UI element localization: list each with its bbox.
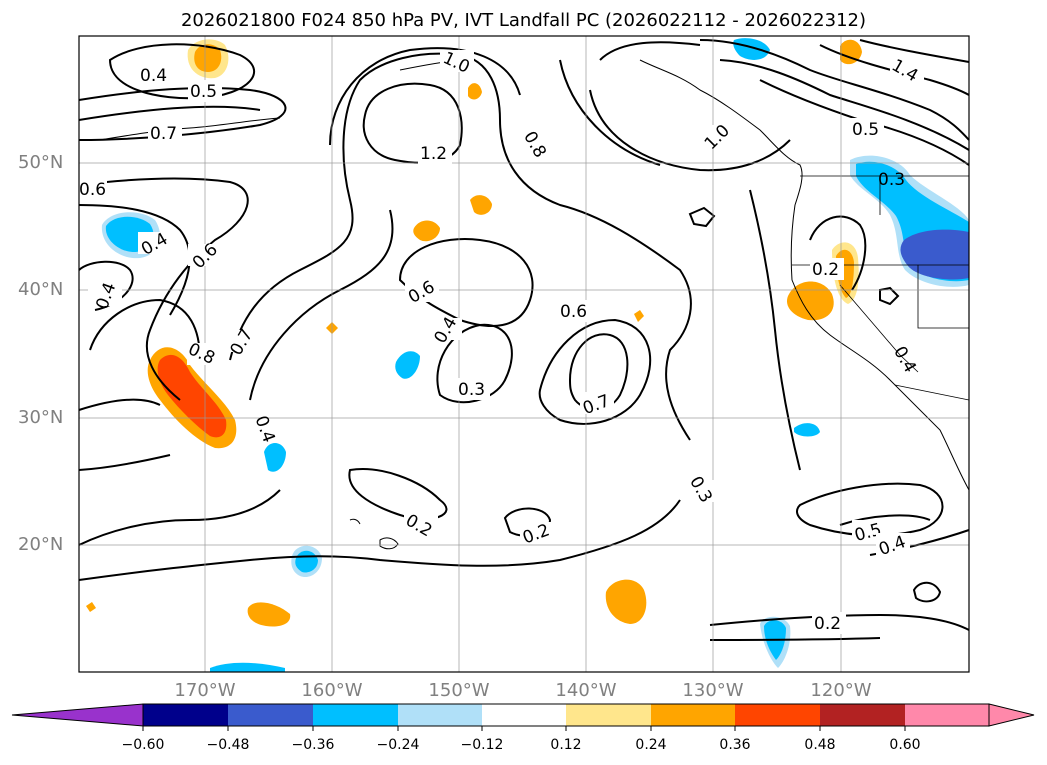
contour-label: 0.4 (140, 66, 167, 86)
contour-label: 0.3 (458, 380, 485, 400)
colorbar-tick: 0.48 (804, 737, 836, 753)
contour-label: 0.2 (812, 260, 839, 280)
colorbar (11, 703, 1035, 731)
contour-label: 1.2 (420, 144, 447, 164)
colorbar-tick: 0.24 (635, 737, 667, 753)
lon-label-160w: 160°W (301, 680, 363, 701)
contour-label: 0.5 (190, 82, 217, 102)
colorbar-extend-max (988, 703, 1035, 727)
colorbar-tick: −0.60 (121, 737, 165, 753)
colorbar-tick: −0.12 (460, 737, 504, 753)
map-title: 2026021800 F024 850 hPa PV, IVT Landfall… (180, 10, 867, 31)
lat-label-40n: 40°N (18, 279, 64, 300)
lon-label-150w: 150°W (428, 680, 490, 701)
contour-label: 0.2 (814, 614, 841, 634)
contour-labels: 1.0 0.4 0.5 0.7 1.2 0.8 1.0 1.4 0.5 0.3 … (79, 48, 924, 634)
map-frame (78, 35, 970, 673)
colorbar-extend-min (11, 703, 144, 727)
contour-label: 0.6 (79, 180, 106, 200)
colorbar-tick: −0.24 (376, 737, 420, 753)
lon-label-170w: 170°W (174, 680, 236, 701)
lon-label-140w: 140°W (555, 680, 617, 701)
lon-label-120w: 120°W (810, 680, 872, 701)
colorbar-tick: 0.60 (889, 737, 921, 753)
colorbar-tick: 0.36 (719, 737, 751, 753)
lat-label-50n: 50°N (18, 152, 64, 173)
colorbar-tick: −0.48 (206, 737, 250, 753)
colorbar-tick: 0.12 (550, 737, 582, 753)
lat-label-30n: 30°N (18, 407, 64, 428)
gridlines (79, 36, 969, 672)
contour-label: 0.7 (150, 124, 177, 144)
colorbar-tick: −0.36 (291, 737, 335, 753)
contour-label: 0.6 (560, 302, 587, 322)
lat-label-20n: 20°N (18, 534, 64, 555)
lon-label-130w: 130°W (682, 680, 744, 701)
contour-label: 0.5 (852, 120, 879, 140)
contour-label: 0.3 (878, 170, 905, 190)
political-borders (792, 175, 970, 401)
